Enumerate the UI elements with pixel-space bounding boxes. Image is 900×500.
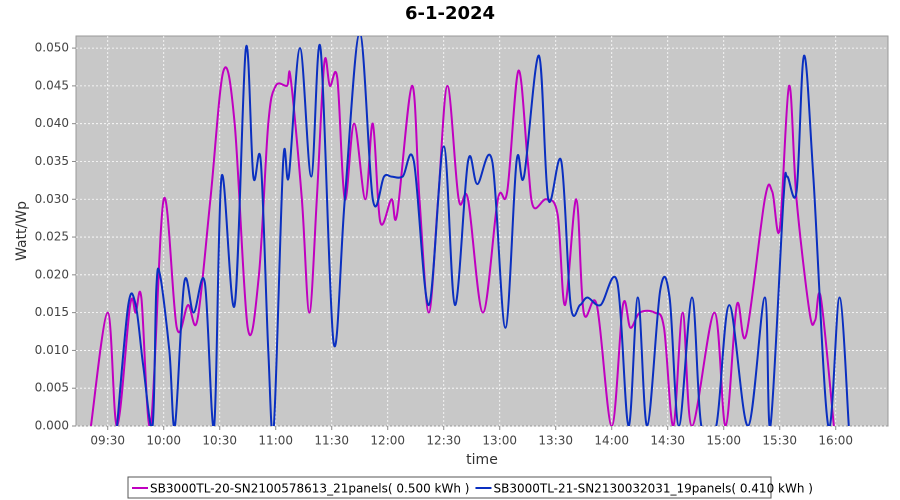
y-tick-label: 0.010	[35, 343, 69, 357]
x-tick-label: 12:00	[370, 434, 405, 448]
x-tick-label: 10:30	[202, 434, 237, 448]
x-tick-label: 11:30	[314, 434, 349, 448]
x-tick-label: 10:00	[146, 434, 181, 448]
x-tick-label: 09:30	[90, 434, 125, 448]
x-tick-label: 14:00	[594, 434, 629, 448]
legend-label: SB3000TL-20-SN2100578613_21panels( 0.500…	[150, 482, 469, 496]
y-tick-label: 0.045	[35, 78, 69, 92]
x-tick-label: 12:30	[426, 434, 461, 448]
y-tick-label: 0.015	[35, 305, 69, 319]
legend-label: SB3000TL-21-SN2130032031_19panels( 0.410…	[493, 482, 812, 496]
y-tick-label: 0.005	[35, 381, 69, 395]
series-line	[116, 36, 850, 426]
plot-area	[75, 35, 889, 427]
x-tick-label: 13:00	[482, 434, 517, 448]
x-axis-label: time	[466, 452, 498, 468]
lines	[89, 36, 850, 426]
y-tick-label: 0.000	[35, 419, 69, 433]
x-tick-label: 16:00	[818, 434, 853, 448]
legend: SB3000TL-20-SN2100578613_21panels( 0.500…	[127, 476, 813, 499]
y-tick-label: 0.030	[35, 192, 69, 206]
y-axis-label: Watt/Wp	[14, 201, 30, 261]
chart-title: 6-1-2024	[405, 3, 495, 24]
x-tick-label: 13:30	[538, 434, 573, 448]
y-tick-label: 0.025	[35, 230, 69, 244]
y-tick-label: 0.050	[35, 41, 69, 55]
y-tick-label: 0.035	[35, 154, 69, 168]
y-tick-label: 0.040	[35, 116, 69, 130]
x-tick-label: 15:00	[706, 434, 741, 448]
x-tick-label: 15:30	[762, 434, 797, 448]
legend-box	[127, 476, 772, 499]
x-tick-label: 14:30	[650, 434, 685, 448]
x-tick-label: 11:00	[258, 434, 293, 448]
y-tick-label: 0.020	[35, 267, 69, 281]
